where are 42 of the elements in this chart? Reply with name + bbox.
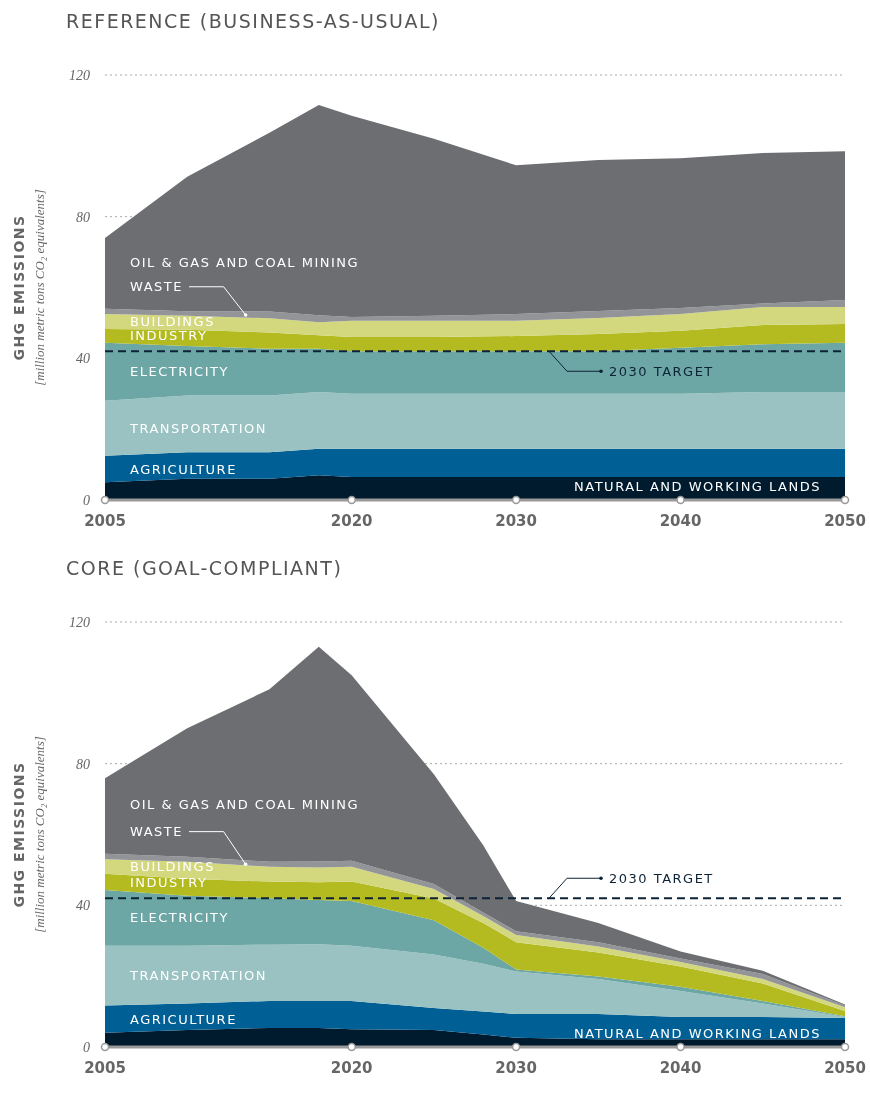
series-label: ELECTRICITY	[130, 364, 229, 380]
y-axis-title: GHG EMISSIONS	[11, 761, 27, 908]
y-tick-label: 0	[83, 492, 90, 508]
y-tick-label: 40	[76, 351, 90, 367]
x-tick-label: 2005	[84, 512, 126, 530]
chart-title: CORE (GOAL-COMPLIANT)	[66, 557, 343, 579]
y-tick-label: 120	[69, 614, 90, 630]
series-label: BUILDINGS	[130, 859, 215, 875]
series-label: WASTE	[130, 279, 183, 295]
series-label: NATURAL AND WORKING LANDS	[574, 1025, 821, 1041]
ref-line-label: 2030 TARGET	[609, 363, 714, 379]
series-label: ELECTRICITY	[130, 910, 229, 926]
y-axis-title: GHG EMISSIONS	[11, 214, 27, 361]
y-tick-label: 120	[69, 67, 90, 83]
series-label: OIL & GAS AND COAL MINING	[130, 255, 360, 271]
series-label: WASTE	[130, 824, 183, 840]
series-label: INDUSTRY	[130, 328, 208, 344]
y-tick-label: 80	[76, 756, 90, 772]
series-label: NATURAL AND WORKING LANDS	[574, 478, 821, 494]
series-label: BUILDINGS	[130, 314, 215, 330]
y-tick-label: 80	[76, 209, 90, 225]
x-tick-label: 2030	[495, 512, 537, 530]
x-tick-label: 2020	[330, 1059, 373, 1077]
text: [million metric tons CO₂ equivalents]	[32, 189, 47, 386]
text: [million metric tons CO₂ equivalents]	[32, 736, 47, 933]
series-label: OIL & GAS AND COAL MINING	[130, 797, 360, 813]
series-label: AGRICULTURE	[130, 1011, 237, 1027]
x-tick-label: 2040	[659, 512, 702, 530]
series-label: AGRICULTURE	[130, 461, 237, 477]
series-label: TRANSPORTATION	[129, 420, 268, 436]
series-label: INDUSTRY	[130, 874, 208, 890]
y-tick-label: 0	[83, 1039, 90, 1055]
x-tick-label: 2030	[495, 1059, 537, 1077]
x-tick-label: 2050	[824, 1059, 866, 1077]
chart-title: REFERENCE (BUSINESS-AS-USUAL)	[66, 10, 440, 32]
y-tick-label: 40	[76, 898, 90, 914]
ref-line-label: 2030 TARGET	[609, 870, 714, 886]
x-tick-label: 2005	[84, 1059, 126, 1077]
x-tick-label: 2050	[824, 512, 866, 530]
x-tick-label: 2040	[659, 1059, 702, 1077]
x-tick-label: 2020	[330, 512, 373, 530]
series-label: TRANSPORTATION	[129, 968, 268, 984]
